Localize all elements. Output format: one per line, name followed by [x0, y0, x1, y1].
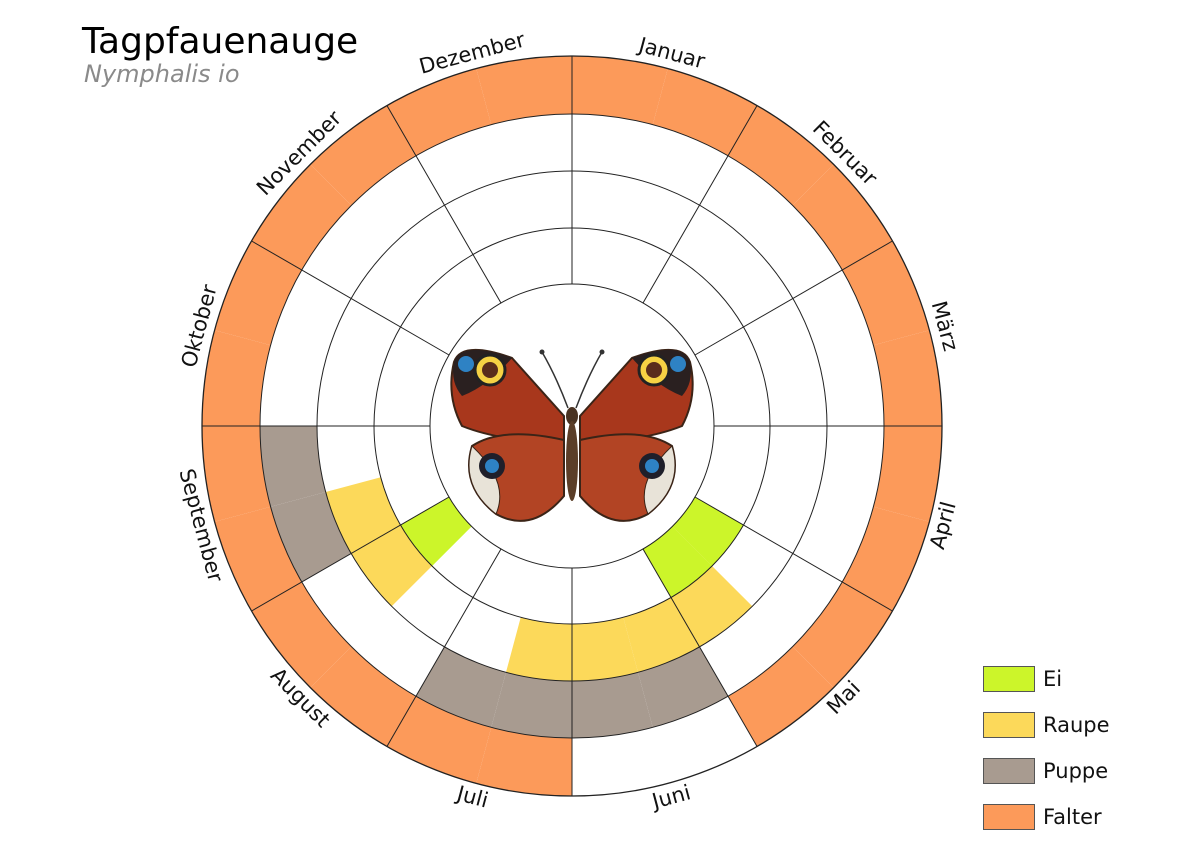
- phase-segment-raupe: [623, 597, 700, 673]
- butterfly-illustration: [450, 348, 694, 522]
- phase-segment-falter: [251, 582, 352, 688]
- wheel-spokes: [202, 56, 942, 796]
- phase-segment-falter: [387, 68, 492, 156]
- legend-label-falter: Falter: [1043, 805, 1102, 829]
- phase-segment-raupe: [325, 477, 401, 554]
- legend-swatch-falter: [983, 804, 1035, 830]
- phase-segment-falter: [728, 105, 834, 206]
- legend-item-raupe: Raupe: [983, 702, 1110, 748]
- phase-segment-falter: [652, 68, 757, 156]
- phase-segment-falter: [792, 164, 893, 270]
- phase-segment-falter: [572, 56, 668, 125]
- legend: Ei Raupe Puppe Falter: [983, 656, 1110, 840]
- phase-segment-falter: [202, 330, 271, 426]
- phase-segment-puppe: [637, 646, 728, 728]
- wheel-segments: [202, 56, 942, 796]
- phase-segment-puppe: [260, 426, 326, 507]
- phase-segment-ei: [400, 497, 472, 567]
- phase-segment-falter: [476, 56, 572, 125]
- phase-segment-falter: [476, 727, 572, 796]
- phase-segment-puppe: [491, 672, 572, 738]
- month-divider: [694, 496, 893, 612]
- legend-item-falter: Falter: [983, 794, 1110, 840]
- phase-segment-puppe: [270, 491, 352, 582]
- phase-segment-falter: [214, 506, 302, 611]
- page-title: Tagpfauenauge: [82, 21, 359, 62]
- phase-segment-falter: [387, 696, 492, 784]
- phase-segment-falter: [873, 330, 942, 426]
- month-divider: [386, 548, 502, 747]
- month-divider: [642, 105, 758, 304]
- month-divider: [642, 548, 758, 747]
- month-divider: [694, 240, 893, 356]
- legend-label-raupe: Raupe: [1043, 713, 1110, 737]
- phase-segment-ei: [643, 526, 713, 598]
- phase-segment-falter: [202, 426, 271, 522]
- phase-segment-falter: [310, 105, 416, 206]
- phase-segment-falter: [792, 582, 893, 688]
- legend-swatch-raupe: [983, 712, 1035, 738]
- legend-swatch-puppe: [983, 758, 1035, 784]
- legend-item-puppe: Puppe: [983, 748, 1110, 794]
- phase-segment-raupe: [506, 617, 572, 681]
- phase-segment-falter: [214, 241, 302, 346]
- phase-segment-falter: [842, 241, 930, 346]
- month-divider: [251, 240, 450, 356]
- phase-segment-falter: [251, 164, 352, 270]
- phase-segment-falter: [842, 506, 930, 611]
- month-divider: [251, 496, 450, 612]
- month-label-6: Juni: [648, 780, 693, 814]
- legend-item-ei: Ei: [983, 656, 1110, 702]
- phase-segment-falter: [310, 646, 416, 747]
- phase-segment-raupe: [572, 617, 638, 681]
- phase-segment-ei: [672, 497, 744, 567]
- phase-segment-puppe: [416, 646, 507, 728]
- legend-swatch-ei: [983, 666, 1035, 692]
- phase-segment-puppe: [572, 672, 653, 738]
- month-divider: [386, 105, 502, 304]
- phase-segment-raupe: [671, 566, 753, 647]
- phase-segment-raupe: [351, 525, 432, 607]
- legend-label-puppe: Puppe: [1043, 759, 1109, 783]
- legend-label-ei: Ei: [1043, 667, 1063, 691]
- phase-segment-falter: [873, 426, 942, 522]
- phase-segment-falter: [728, 646, 834, 747]
- page-subtitle: Nymphalis io: [84, 60, 240, 88]
